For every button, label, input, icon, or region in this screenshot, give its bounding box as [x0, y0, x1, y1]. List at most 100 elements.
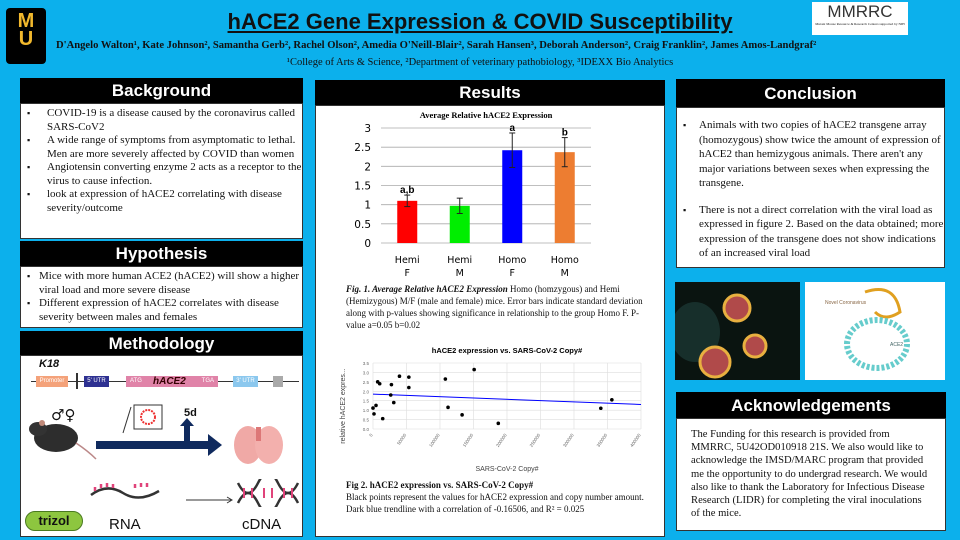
mmrrc-logo: MMRRC Mutant Mouse Resource & Research C… — [812, 2, 908, 35]
background-box: COVID-19 is a disease caused by the coro… — [20, 103, 303, 239]
fig1-caption-title: Fig. 1. Average Relative hACE2 Expressio… — [346, 284, 508, 294]
data-point — [460, 413, 464, 417]
construct-promoter: Promoter — [36, 376, 68, 387]
x-tick-label: Hemi — [447, 255, 472, 266]
x-tick-label: 0 — [368, 432, 374, 437]
rna-icon — [90, 483, 160, 499]
x-tick-label: F — [510, 268, 515, 279]
construct-hace2: ATG hACE2 TGA — [126, 376, 218, 387]
data-point — [389, 382, 394, 387]
hypothesis-item: Mice with more human ACE2 (hACE2) will s… — [21, 270, 302, 297]
data-point — [472, 367, 476, 372]
x-tick-label: F — [405, 268, 410, 279]
conclusion-header: Conclusion — [676, 79, 945, 108]
x-tick-label: 300000 — [562, 432, 575, 448]
x-tick-label: M — [561, 268, 569, 279]
y-tick-label: 0.5 — [363, 418, 370, 423]
acknowledgements-header: Acknowledgements — [676, 392, 946, 419]
fig2-caption-title: Fig 2. hACE2 expression vs. SARS-CoV-2 C… — [346, 480, 534, 490]
y-tick-label: 1.0 — [363, 408, 370, 413]
data-point — [407, 375, 411, 379]
coronavirus-micrograph — [675, 282, 800, 380]
x-tick-label: 350000 — [596, 432, 609, 448]
data-point — [446, 405, 450, 410]
virus-icon — [122, 404, 163, 434]
sex-symbols: ♂♀ — [51, 406, 76, 424]
authors: D'Angelo Walton¹, Kate Johnson², Samanth… — [56, 40, 817, 51]
x-tick-label: 150000 — [462, 432, 475, 448]
ace2-label: ACE2 — [890, 342, 904, 348]
conclusion-item: There is not a direct correlation with t… — [677, 203, 944, 261]
ace2-protein-image: Novel Coronavirus ACE2 — [805, 282, 945, 380]
x-tick-label: 100000 — [428, 432, 441, 448]
data-point — [377, 381, 382, 386]
rna-label: RNA — [109, 516, 141, 533]
y-tick-label: 0.5 — [354, 219, 371, 231]
bar — [502, 150, 523, 243]
x-tick-label: Hemi — [395, 255, 420, 266]
fig1-caption: Fig. 1. Average Relative hACE2 Expressio… — [346, 283, 646, 331]
protein-structure-icon — [844, 288, 910, 371]
background-header: Background — [20, 78, 303, 103]
significance-label: a — [509, 123, 515, 134]
data-point — [380, 416, 385, 421]
hypothesis-box: Mice with more human ACE2 (hACE2) will s… — [20, 266, 303, 328]
acknowledgements-box: The Funding for this research is provide… — [676, 418, 946, 531]
scatter-chart: hACE2 expression vs. SARS-CoV-2 Copy# 0.0… — [340, 346, 642, 473]
bar — [449, 205, 470, 243]
y-axis-label: relative hACE2 expres... — [340, 368, 347, 444]
y-tick-label: 3.0 — [363, 370, 370, 375]
results-box: Average Relative hACE2 Expression 0 0.5 1 1.… — [315, 105, 665, 537]
mu-logo: MU — [6, 8, 46, 64]
data-point — [443, 377, 448, 381]
fig2-caption: Fig 2. hACE2 expression vs. SARS-CoV-2 C… — [346, 479, 656, 515]
fig1-caption-text: Homo (homzygous) and Hemi (Hemizygous) M… — [346, 284, 643, 330]
data-point — [388, 393, 393, 397]
x-tick-label: 400000 — [629, 432, 642, 448]
process-arrow — [186, 496, 233, 504]
y-tick-label: 3 — [364, 123, 371, 135]
background-item: look at expression of hACE2 correlating … — [21, 188, 302, 215]
hypothesis-header: Hypothesis — [20, 241, 303, 266]
data-point — [496, 421, 501, 426]
chart-title: hACE2 expression vs. SARS-CoV-2 Copy# — [432, 346, 583, 355]
data-point — [610, 397, 614, 402]
poster-title: hACE2 Gene Expression & COVID Susceptibi… — [227, 9, 733, 34]
x-tick-label: 200000 — [495, 432, 508, 448]
x-tick-label: M — [456, 268, 464, 279]
cdna-label: cDNA — [242, 516, 282, 533]
methodology-box: K18 Promoter 5' UTR ATG hACE2 TGA 3' UTR… — [20, 355, 303, 537]
hypothesis-item: Different expression of hACE2 correlates… — [21, 297, 302, 324]
mouse-icon — [29, 420, 97, 460]
methodology-header: Methodology — [20, 331, 303, 356]
significance-label: b — [562, 128, 568, 139]
bar-chart: Average Relative hACE2 Expression 0 0.5 1 1.… — [354, 110, 591, 279]
background-item: A wide range of symptoms from asymptomat… — [21, 134, 302, 161]
hace2-label: hACE2 — [153, 376, 186, 387]
atg-label: ATG — [130, 378, 142, 384]
lung-icon — [234, 426, 283, 464]
trizol-badge: trizol — [25, 511, 83, 531]
data-point — [374, 403, 378, 408]
y-tick-label: 1.5 — [354, 181, 371, 193]
tga-label: TGA — [201, 378, 214, 384]
fig2-caption-text: Black points represent the values for hA… — [346, 492, 644, 514]
y-tick-label: 0 — [364, 238, 371, 250]
data-point — [371, 406, 375, 410]
data-point — [407, 385, 411, 390]
construct-5utr: 5' UTR — [84, 376, 109, 387]
data-point — [599, 406, 603, 411]
y-tick-label: 3.5 — [363, 361, 370, 366]
x-axis-label: SARS-CoV-2 Copy# — [475, 466, 538, 473]
results-header: Results — [315, 80, 665, 105]
y-tick-label: 2 — [364, 161, 371, 173]
timepoint-label: 5d — [184, 407, 197, 419]
y-tick-label: 1.5 — [363, 399, 370, 404]
acknowledgements-text: The Funding for this research is provide… — [691, 429, 928, 520]
data-point — [391, 400, 396, 405]
background-item: COVID-19 is a disease caused by the coro… — [21, 107, 302, 134]
construct-3utr: 3' UTR — [233, 376, 258, 387]
y-tick-label: 1 — [364, 200, 371, 212]
affiliations: ¹College of Arts & Science, ²Department … — [286, 57, 674, 68]
x-tick-label: 50000 — [396, 432, 408, 446]
